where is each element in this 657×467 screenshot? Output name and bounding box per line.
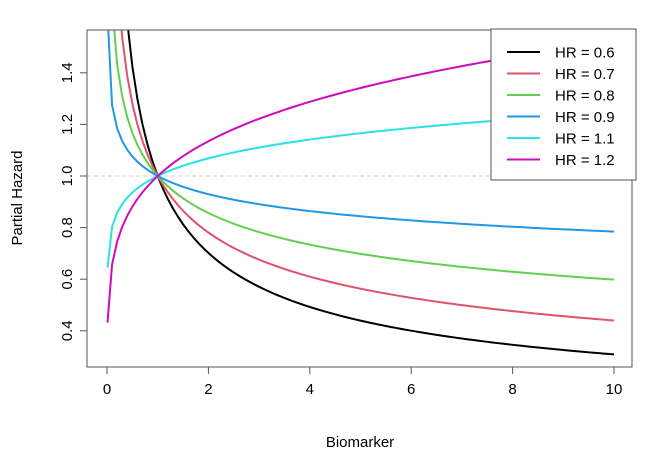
y-tick-label: 0.8	[59, 217, 76, 238]
series-line-0-7	[120, 30, 615, 322]
x-tick-label: 8	[508, 381, 516, 398]
legend-label: HR = 1.2	[555, 152, 615, 169]
x-tick-label: 2	[204, 381, 212, 398]
y-tick-label: 1.4	[59, 62, 76, 83]
legend-label: HR = 0.7	[555, 66, 615, 83]
legend: HR = 0.6 HR = 0.7 HR = 0.8 HR = 0.9 HR = 1.1…	[490, 28, 637, 181]
x-tick-label: 10	[606, 381, 623, 398]
series-line-0-9	[107, 30, 615, 233]
legend-label: HR = 0.6	[555, 45, 615, 62]
legend-label: HR = 1.1	[555, 131, 615, 148]
x-tick-label: 6	[407, 381, 415, 398]
legend-box	[490, 28, 637, 181]
legend-label: HR = 0.9	[555, 109, 615, 126]
y-tick-label: 0.4	[59, 320, 76, 341]
y-axis-label: Partial Hazard	[9, 150, 26, 245]
series-line-0-8	[113, 30, 615, 281]
y-tick-label: 1.2	[59, 114, 76, 135]
y-tick-label: 0.6	[59, 269, 76, 290]
x-axis-label: Biomarker	[326, 434, 394, 451]
x-tick-label: 0	[103, 381, 111, 398]
series-line-0-6	[127, 30, 615, 356]
x-tick-label: 4	[306, 381, 314, 398]
y-tick-label: 1.0	[59, 166, 76, 187]
legend-label: HR = 0.8	[555, 88, 615, 105]
